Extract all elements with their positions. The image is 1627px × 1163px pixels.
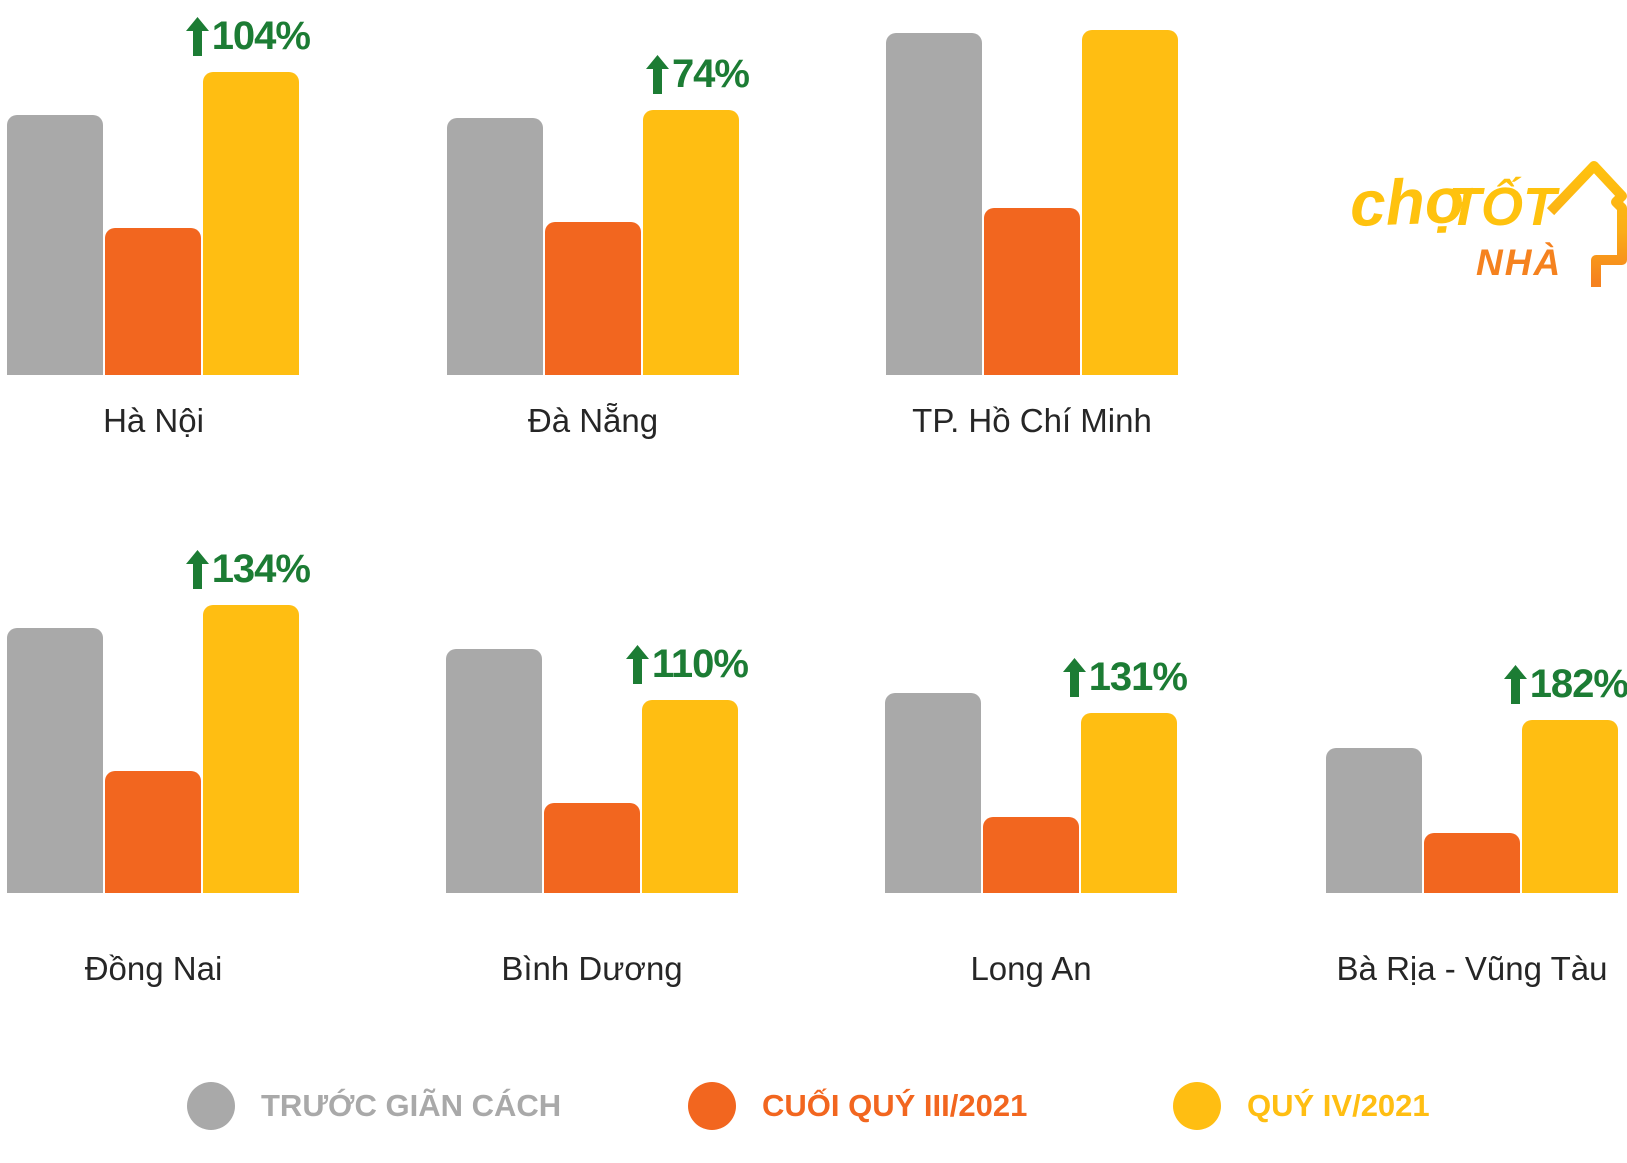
chotot-nha-logo: chợ TỐT NHÀ: [1340, 158, 1627, 303]
bar-truoc-gian-cach: [447, 118, 543, 375]
up-arrow-icon: [185, 549, 209, 589]
pct-change-value: 134%: [211, 547, 311, 591]
bar-cuoi-quy-iii-2021: [983, 817, 1079, 893]
pct-change-value: 131%: [1088, 655, 1188, 699]
chart-dong-nai: 134%: [7, 518, 311, 893]
bar-truoc-gian-cach: [7, 628, 103, 893]
legend-label: CUỐI QUÝ III/2021: [762, 1088, 1028, 1123]
city-label-tp-ho-chi-minh: TP. Hồ Chí Minh: [912, 402, 1152, 439]
bar-truoc-gian-cach: [886, 33, 982, 375]
pct-change-label: 110%: [625, 642, 749, 686]
legend-item-quy-iv-2021: QUÝ IV/2021: [1173, 1082, 1430, 1130]
legend-item-truoc-gian-cach: TRƯỚC GIÃN CÁCH: [187, 1082, 561, 1130]
bar-truoc-gian-cach: [885, 693, 981, 893]
bar-cuoi-quy-iii-2021: [105, 228, 201, 375]
bar-truoc-gian-cach: [7, 115, 103, 375]
pct-change-label: 74%: [645, 52, 750, 96]
up-arrow-icon: [625, 644, 649, 684]
up-arrow-icon: [185, 16, 209, 56]
pct-change-label: 131%: [1062, 655, 1188, 699]
legend-item-cuoi-quy-iii-2021: CUỐI QUÝ III/2021: [688, 1082, 1027, 1130]
pct-change-value: 182%: [1529, 662, 1627, 706]
pct-change-value: 104%: [211, 14, 311, 58]
bar-cuoi-quy-iii-2021: [545, 222, 641, 375]
pct-change-label: 134%: [185, 547, 311, 591]
bar-quy-iv-2021: [1522, 720, 1618, 893]
legend-label: QUÝ IV/2021: [1247, 1088, 1430, 1123]
legend-dot-gray: [187, 1082, 235, 1130]
up-arrow-icon: [1503, 664, 1527, 704]
logo-text-tot: TỐT: [1448, 177, 1556, 237]
chart-da-nang: 74%: [447, 0, 750, 375]
bar-quy-iv-2021: [203, 605, 299, 893]
up-arrow-icon: [645, 54, 669, 94]
logo-text-nha: NHÀ: [1476, 242, 1563, 283]
bar-cuoi-quy-iii-2021: [544, 803, 640, 893]
city-label-da-nang: Đà Nẵng: [527, 402, 659, 439]
city-label-binh-duong: Bình Dương: [501, 950, 683, 987]
bar-quy-iv-2021: [203, 72, 299, 375]
chart-ba-ria-vung-tau: 182%: [1326, 518, 1627, 893]
city-label-ha-noi: Hà Nội: [103, 402, 204, 439]
legend-label: TRƯỚC GIÃN CÁCH: [261, 1088, 562, 1123]
chart-tp-ho-chi-minh: [886, 0, 1178, 375]
bar-quy-iv-2021: [1082, 30, 1178, 375]
bar-cuoi-quy-iii-2021: [1424, 833, 1520, 893]
city-label-long-an: Long An: [970, 950, 1092, 987]
bar-quy-iv-2021: [643, 110, 739, 375]
pct-change-label: 104%: [185, 14, 311, 58]
pct-change-value: 110%: [651, 642, 749, 686]
bar-quy-iv-2021: [642, 700, 738, 893]
bar-truoc-gian-cach: [446, 649, 542, 893]
bar-truoc-gian-cach: [1326, 748, 1422, 893]
bar-quy-iv-2021: [1081, 713, 1177, 893]
chart-binh-duong: 110%: [446, 518, 749, 893]
bar-cuoi-quy-iii-2021: [984, 208, 1080, 375]
bar-cuoi-quy-iii-2021: [105, 771, 201, 893]
legend-dot-yellow: [1173, 1082, 1221, 1130]
legend-dot-orange: [688, 1082, 736, 1130]
house-arrow-icon: [1546, 161, 1627, 287]
city-label-ba-ria-vung-tau: Bà Rịa - Vũng Tàu: [1336, 950, 1608, 987]
pct-change-label: 182%: [1503, 662, 1627, 706]
up-arrow-icon: [1062, 657, 1086, 697]
pct-change-value: 74%: [671, 52, 750, 96]
city-label-dong-nai: Đồng Nai: [84, 950, 223, 987]
chart-long-an: 131%: [885, 518, 1188, 893]
chart-ha-noi: 104%: [7, 0, 311, 375]
